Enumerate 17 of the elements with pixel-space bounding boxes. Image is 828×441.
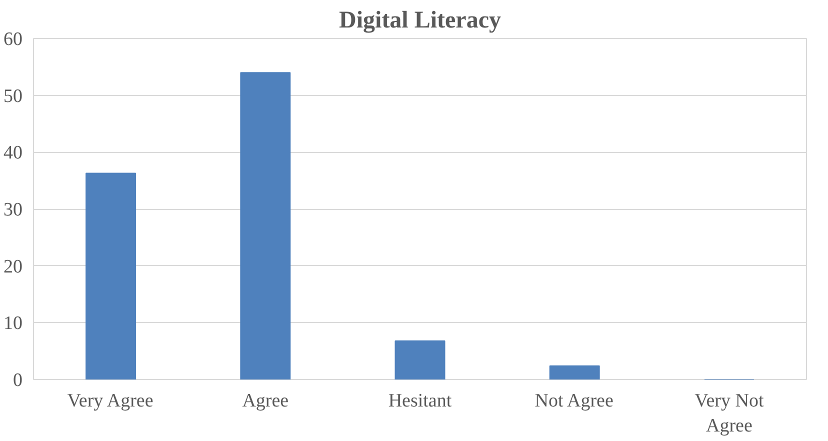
y-tick-label: 0 (13, 370, 22, 391)
y-tick-label: 20 (4, 256, 22, 278)
bar (394, 340, 446, 380)
y-tick-label: 30 (4, 200, 22, 220)
bar (240, 72, 291, 380)
y-tick-label: 50 (4, 86, 22, 107)
x-tick-label: Agree (242, 390, 289, 412)
y-tick-label: 60 (4, 29, 22, 50)
chart-title: Digital Literacy (339, 8, 501, 34)
x-tick-label: Very Agree (67, 390, 154, 412)
x-tick-label: Very Not Agree (694, 390, 764, 437)
y-tick-label: 40 (4, 142, 22, 164)
bar (86, 172, 136, 380)
x-tick-label: Hesitant (388, 390, 452, 412)
x-tick-label: Not Agree (534, 390, 614, 412)
bar (549, 365, 600, 380)
y-tick-label: 10 (4, 313, 22, 334)
